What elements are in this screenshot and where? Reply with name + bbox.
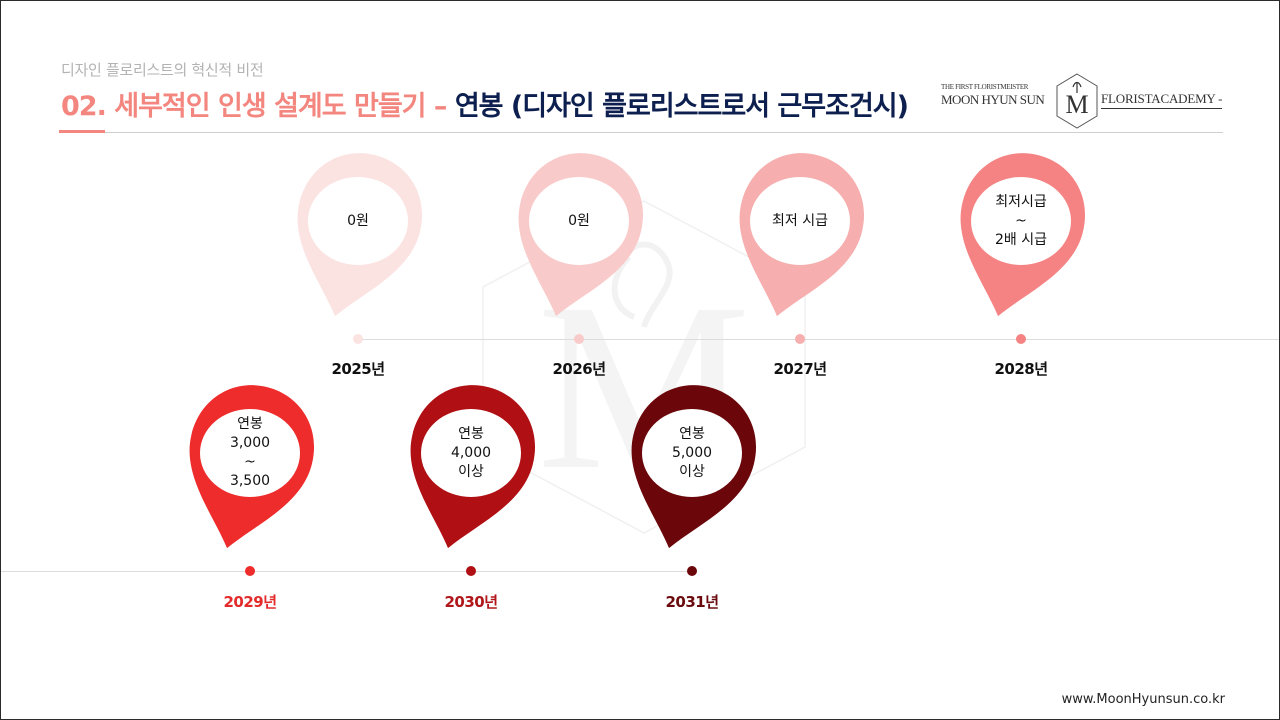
pin-label-line: ~ (244, 454, 256, 470)
pin-inner-circle (200, 409, 300, 497)
pin-label: 연봉 3,000 ~3,500 (200, 415, 300, 491)
academy-logo: THE FIRST FLORISTMEISTER MOON HYUN SUN M… (941, 73, 1229, 131)
map-pin-icon (189, 385, 314, 549)
pin-label-line: 이상 (679, 463, 705, 480)
timeline-year: 2025년 (331, 360, 385, 378)
map-pin-icon (631, 385, 756, 549)
logo-tagline: THE FIRST FLORISTMEISTER (941, 83, 1029, 91)
timeline-dot (245, 566, 255, 576)
pin-label-line: 2배 시급 (995, 231, 1047, 248)
pin-inner-circle (642, 409, 742, 497)
pin-label: 0원 (308, 212, 408, 231)
pin-label-line: 5,000 (671, 444, 713, 461)
pin-label: 연봉 4,000 이상 (421, 425, 521, 482)
title-accent-bar (59, 130, 105, 133)
timeline-dot (466, 566, 476, 576)
pin-inner-circle (308, 177, 408, 265)
timeline-dot (795, 334, 805, 344)
pin-label-line: ~ (1015, 212, 1027, 229)
timeline-line-top (358, 339, 1279, 340)
map-pin-icon (960, 153, 1085, 317)
pin-label-line: 3,000 (229, 435, 271, 451)
timeline-year: 2030년 (444, 593, 498, 611)
pin-label: 최저 시급 (750, 212, 850, 231)
pin-label-line: 최저 시급 (772, 212, 828, 229)
pin-inner-circle (421, 409, 521, 497)
map-pin-icon (518, 153, 643, 317)
pin-label-line: 연봉 (679, 425, 705, 442)
timeline-year: 2029년 (223, 593, 277, 611)
timeline-year: 2028년 (994, 360, 1048, 378)
pin-label: 0원 (529, 212, 629, 231)
slide-subtitle: 디자인 플로리스트의 혁신적 비전 (61, 61, 264, 79)
timeline-pin: 최저시급 ~2배 시급 (951, 149, 1091, 319)
footer-url: www.MoonHyunsun.co.kr (1061, 692, 1225, 707)
timeline-line-bottom (1, 571, 691, 572)
logo-badge-icon: M (1056, 73, 1098, 129)
map-pin-icon (297, 153, 422, 317)
timeline-pin: 최저 시급 (730, 149, 870, 319)
timeline-dot (687, 566, 697, 576)
pin-inner-circle (529, 177, 629, 265)
timeline-pin: 연봉 4,000 이상 (401, 381, 541, 551)
pin-label-line: 0원 (347, 212, 369, 229)
timeline-year: 2027년 (773, 360, 827, 378)
pin-label-line: 연봉 (458, 425, 484, 442)
pin-inner-circle (971, 177, 1071, 265)
logo-name: MOON HYUN SUN (941, 92, 1045, 107)
pin-inner-circle (750, 177, 850, 265)
pin-label-line: 최저시급 (995, 193, 1047, 210)
timeline-pin: 0원 (288, 149, 428, 319)
map-pin-icon (410, 385, 535, 549)
timeline-year: 2031년 (665, 593, 719, 611)
pin-label-line: 연봉 (237, 416, 263, 432)
pin-label-line: 이상 (458, 463, 484, 480)
timeline-dot (1016, 334, 1026, 344)
timeline-pin: 0원 (509, 149, 649, 319)
pin-label-line: 4,000 (450, 444, 492, 461)
timeline-dot (353, 334, 363, 344)
title-divider (59, 132, 1223, 133)
logo-academy: FLORISTACADEMY - (1101, 91, 1223, 109)
timeline-year: 2026년 (552, 360, 606, 378)
pin-label-line: 0원 (568, 212, 590, 229)
timeline-dot (574, 334, 584, 344)
pin-label: 최저시급 ~2배 시급 (971, 193, 1071, 250)
timeline-pin: 연봉 5,000 이상 (622, 381, 762, 551)
map-pin-icon (739, 153, 864, 317)
title-part-1: 02. 세부적인 인생 설계도 만들기 – (61, 91, 455, 122)
timeline-pin: 연봉 3,000 ~3,500 (180, 381, 320, 551)
svg-text:M: M (1065, 90, 1088, 119)
pin-label: 연봉 5,000 이상 (642, 425, 742, 482)
pin-label-line: 3,500 (229, 473, 271, 489)
slide-title: 02. 세부적인 인생 설계도 만들기 – 연봉 (디자인 플로리스트로서 근무… (61, 89, 909, 125)
title-part-2: 연봉 (디자인 플로리스트로서 근무조건시) (454, 91, 909, 122)
